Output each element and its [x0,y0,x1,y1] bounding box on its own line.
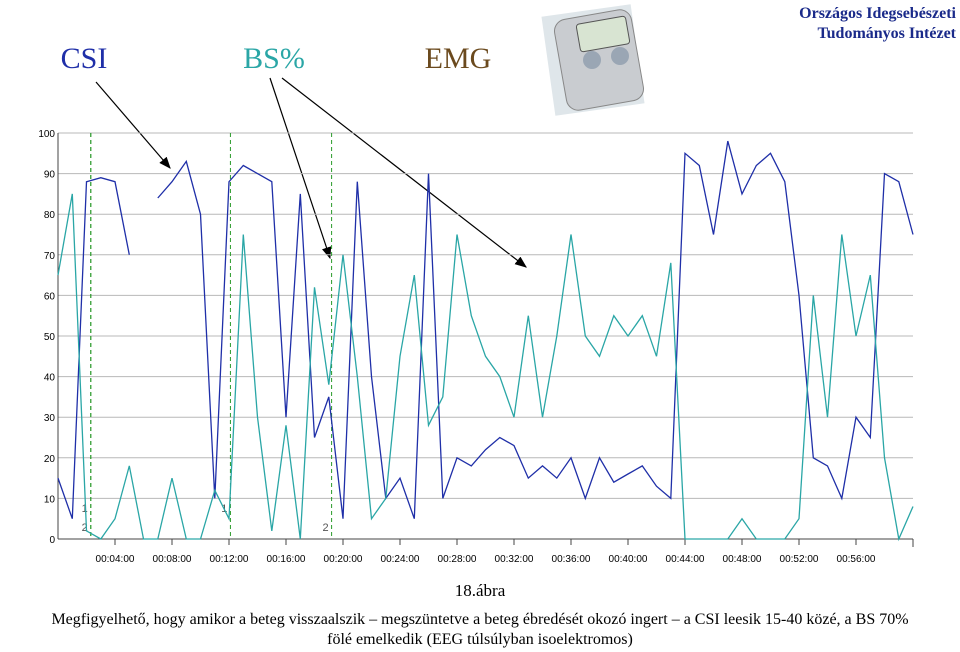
x-tick-label: 00:52:00 [780,554,819,565]
x-tick-label: 00:40:00 [609,554,648,565]
arrow [95,81,171,169]
x-tick-label: 00:28:00 [438,554,477,565]
series-line [57,193,914,542]
arrow [269,77,332,260]
institute: Tudományos Intézet [817,25,956,42]
device-image [541,4,645,116]
arrow [281,77,527,268]
x-tick-label: 00:04:00 [96,554,135,565]
event-label: 2 [322,522,328,534]
legend-label: EMG [425,42,492,75]
legend-label: BS% [243,42,305,75]
x-tick-label: 00:32:00 [495,554,534,565]
caption: fölé emelkedik (EEG túlsúlyban isoelektr… [327,631,633,648]
x-tick-label: 00:20:00 [324,554,363,565]
x-tick-label: 00:56:00 [837,554,876,565]
y-tick-label: 100 [38,129,55,140]
y-tick-label: 0 [49,535,55,546]
x-tick-label: 00:48:00 [723,554,762,565]
y-tick-label: 80 [44,210,56,221]
institute: Országos Idegsebészeti [799,5,956,22]
event-label: 2 [82,522,88,534]
x-tick-label: 00:12:00 [210,554,249,565]
event-label: 1 [82,503,88,515]
legend-label: CSI [61,42,108,75]
y-tick-label: 50 [44,332,56,343]
y-tick-label: 70 [44,251,56,262]
x-tick-label: 00:36:00 [552,554,591,565]
x-tick-label: 00:16:00 [267,554,306,565]
x-tick-label: 00:08:00 [153,554,192,565]
y-tick-label: 40 [44,373,56,384]
y-tick-label: 20 [44,454,56,465]
y-tick-label: 30 [44,413,56,424]
figure-label: 18.ábra [455,581,506,600]
x-tick-label: 00:44:00 [666,554,705,565]
y-tick-label: 90 [44,170,56,181]
y-tick-label: 60 [44,291,56,302]
y-tick-label: 10 [44,494,56,505]
caption: Megfigyelhető, hogy amikor a beteg vissz… [51,611,908,628]
series-line [57,140,914,519]
x-tick-label: 00:24:00 [381,554,420,565]
